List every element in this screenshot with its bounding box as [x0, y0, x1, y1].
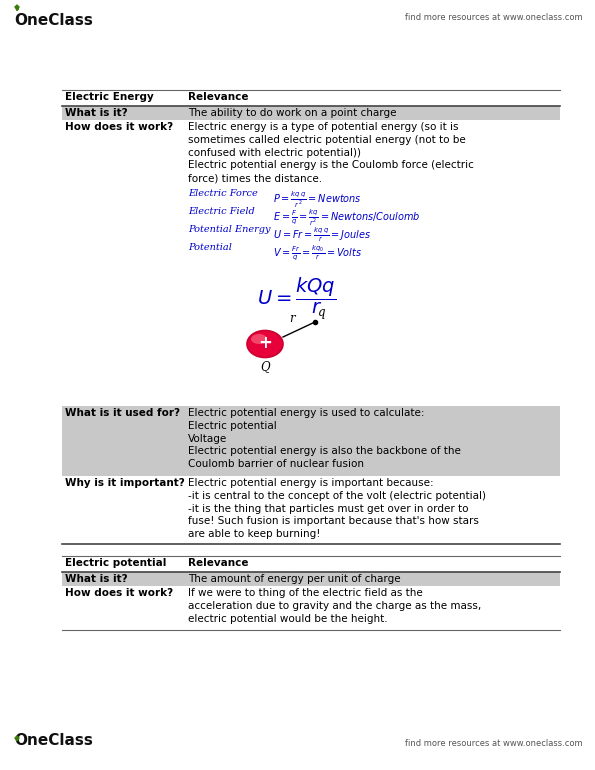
- Text: If we were to thing of the electric field as the
acceleration due to gravity and: If we were to thing of the electric fiel…: [188, 588, 481, 624]
- Text: Electric Energy: Electric Energy: [65, 92, 154, 102]
- Text: $U = Fr = \frac{kq\,q}{r} = Joules$: $U = Fr = \frac{kq\,q}{r} = Joules$: [273, 225, 371, 244]
- Bar: [62, 406, 560, 476]
- Text: Relevance: Relevance: [188, 558, 249, 568]
- Text: How does it work?: How does it work?: [65, 122, 173, 132]
- Text: The ability to do work on a point charge: The ability to do work on a point charge: [188, 108, 396, 118]
- Text: q: q: [318, 306, 325, 319]
- Text: How does it work?: How does it work?: [65, 588, 173, 598]
- Text: r: r: [289, 313, 295, 326]
- Text: Potential: Potential: [188, 243, 232, 252]
- Text: Potential Energy: Potential Energy: [188, 225, 271, 234]
- Text: What is it?: What is it?: [65, 108, 127, 118]
- Polygon shape: [15, 736, 19, 741]
- Text: OneClass: OneClass: [14, 13, 93, 28]
- Ellipse shape: [251, 334, 267, 344]
- Text: Relevance: Relevance: [188, 92, 249, 102]
- Polygon shape: [15, 5, 19, 10]
- Text: Electric energy is a type of potential energy (so it is
sometimes called electri: Electric energy is a type of potential e…: [188, 122, 474, 183]
- Text: find more resources at www.oneclass.com: find more resources at www.oneclass.com: [405, 739, 583, 748]
- Bar: [62, 106, 560, 120]
- Text: $V = \frac{Fr}{q} = \frac{kq_0}{r} = Volts$: $V = \frac{Fr}{q} = \frac{kq_0}{r} = Vol…: [273, 243, 362, 262]
- Text: find more resources at www.oneclass.com: find more resources at www.oneclass.com: [405, 13, 583, 22]
- Text: $E = \frac{F}{q} = \frac{kq}{r^2} = Newtons/Coulomb$: $E = \frac{F}{q} = \frac{kq}{r^2} = Newt…: [273, 207, 421, 228]
- Bar: [62, 572, 560, 586]
- Text: +: +: [258, 334, 272, 352]
- Text: Electric potential energy is important because:
-it is central to the concept of: Electric potential energy is important b…: [188, 478, 486, 539]
- Text: $P = \frac{kq\,q}{r^2} = Newtons$: $P = \frac{kq\,q}{r^2} = Newtons$: [273, 189, 362, 210]
- Text: What is it?: What is it?: [65, 574, 127, 584]
- Text: The amount of energy per unit of charge: The amount of energy per unit of charge: [188, 574, 400, 584]
- Text: Electric Force: Electric Force: [188, 189, 258, 198]
- Ellipse shape: [247, 330, 283, 357]
- Text: What is it used for?: What is it used for?: [65, 408, 180, 418]
- Text: OneClass: OneClass: [14, 733, 93, 748]
- Text: Electric potential energy is used to calculate:
Electric potential
Voltage
Elect: Electric potential energy is used to cal…: [188, 408, 461, 469]
- Text: Electric Field: Electric Field: [188, 207, 255, 216]
- Text: Why is it important?: Why is it important?: [65, 478, 185, 488]
- Text: Electric potential: Electric potential: [65, 558, 167, 568]
- Text: Q: Q: [260, 360, 270, 373]
- Text: $U = \dfrac{kQq}{r}$: $U = \dfrac{kQq}{r}$: [258, 276, 337, 316]
